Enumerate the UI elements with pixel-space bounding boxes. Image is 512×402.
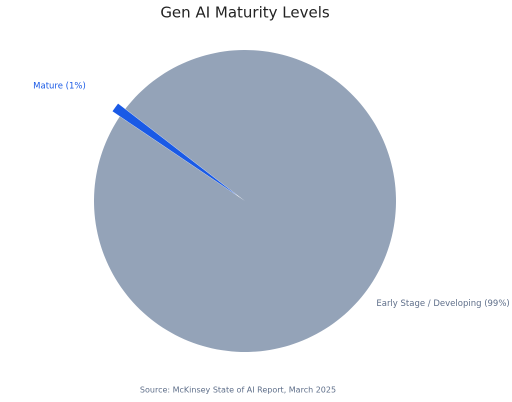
pie-slice bbox=[94, 49, 397, 352]
slice-label: Early Stage / Developing (99%) bbox=[376, 299, 509, 309]
pie-slice bbox=[112, 103, 238, 196]
source-note: Source: McKinsey State of AI Report, Mar… bbox=[140, 386, 336, 395]
slice-label: Mature (1%) bbox=[33, 82, 86, 92]
chart-title: Gen AI Maturity Levels bbox=[160, 4, 330, 22]
